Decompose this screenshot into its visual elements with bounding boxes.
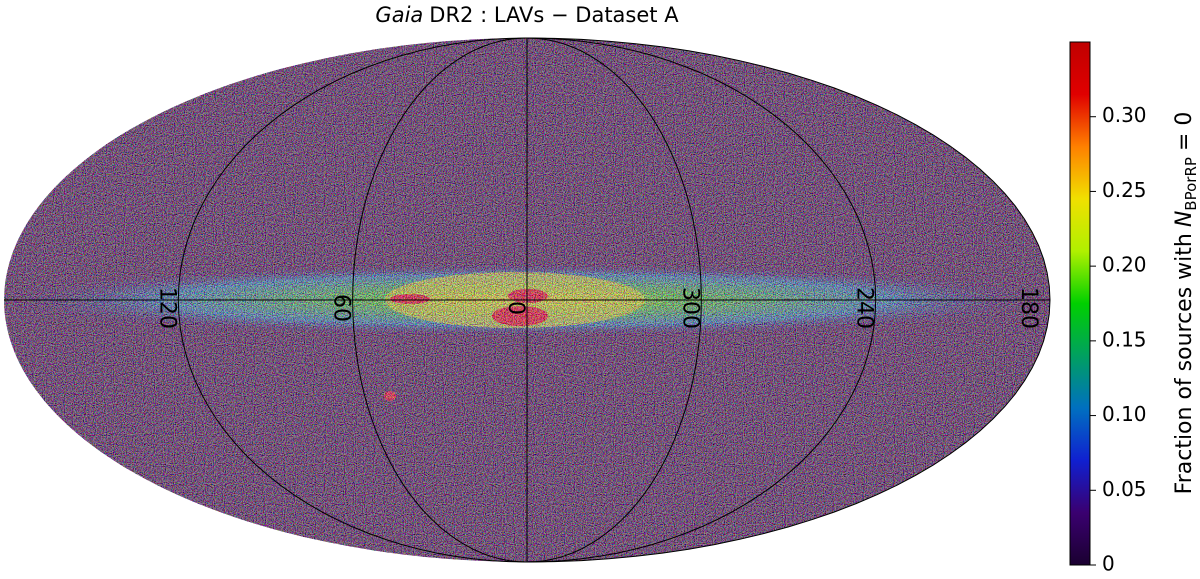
colorbar-tick-label: 0.20 [1102, 253, 1147, 277]
title-text: DR2 : LAVs − Dataset A [429, 3, 679, 27]
colorbar-tick-label: 0.10 [1102, 402, 1147, 426]
colorbar [1069, 41, 1091, 566]
title: Gaia DR2 : LAVs − Dataset A [375, 3, 679, 27]
longitude-label: 180 [1016, 287, 1041, 329]
longitude-label: 0 [503, 301, 528, 315]
colorbar-tick-label: 0 [1102, 552, 1115, 576]
colorbar-tick-label: 0.15 [1102, 327, 1147, 351]
longitude-label: 120 [154, 287, 179, 329]
colorbar-label-text: Fraction of sources with [1172, 233, 1197, 494]
title-emphasis: Gaia [375, 3, 423, 27]
colorbar-tick-label: 0.30 [1102, 103, 1147, 127]
longitude-label: 240 [852, 287, 877, 329]
colorbar-tick-label: 0.05 [1102, 477, 1147, 501]
colorbar-label-subscript: BPorRP [1182, 157, 1200, 211]
meridian [526, 37, 1051, 563]
colorbar-label-symbol: N [1172, 211, 1197, 227]
colorbar-label: Fraction of sources with NBPorRP = 0 [1172, 112, 1200, 495]
meridian [352, 37, 528, 563]
meridian [526, 37, 702, 563]
longitude-label: 300 [677, 287, 702, 329]
meridian [526, 37, 877, 563]
colorbar-label-relation: = 0 [1172, 112, 1197, 151]
colorbar-tick-label: 0.25 [1102, 178, 1147, 202]
meridian [177, 37, 528, 563]
longitude-label: 60 [329, 294, 354, 322]
